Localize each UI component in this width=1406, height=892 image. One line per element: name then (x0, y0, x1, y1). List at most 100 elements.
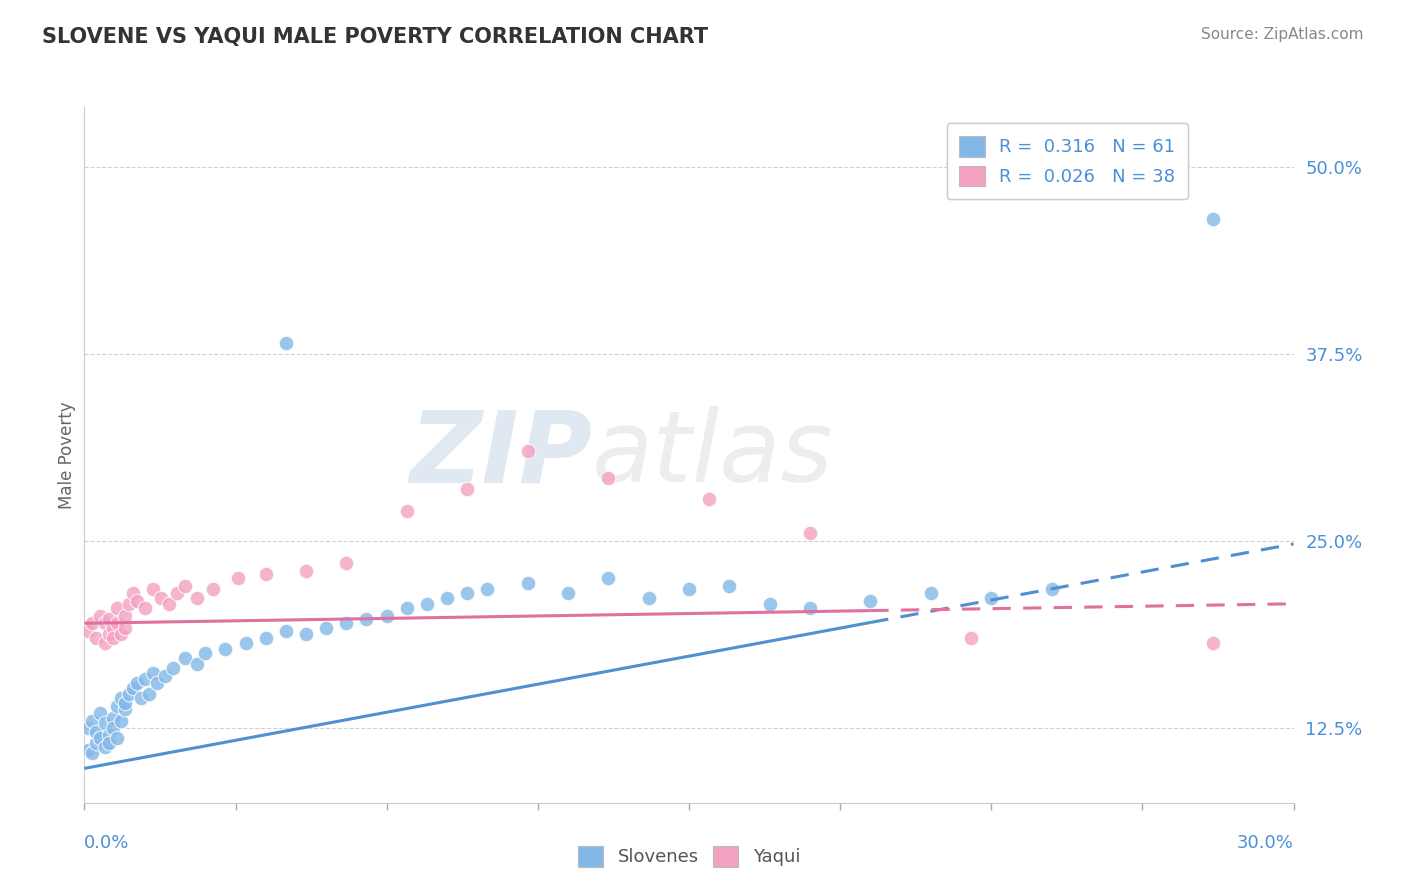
Point (114, 696, 136, 710)
Legend: R =  0.316   N = 61, R =  0.026   N = 38: R = 0.316 N = 61, R = 0.026 N = 38 (946, 123, 1188, 199)
Point (77, 624, 100, 638)
Point (110, 691, 132, 706)
Point (142, 582, 165, 596)
Point (274, 624, 297, 638)
Point (295, 564, 318, 578)
Point (456, 586, 478, 600)
Point (105, 616, 128, 631)
Point (254, 631, 277, 645)
Point (637, 591, 659, 605)
Text: 30.0%: 30.0% (1237, 834, 1294, 852)
Point (110, 714, 132, 728)
Point (375, 608, 398, 623)
Point (146, 676, 169, 690)
Point (125, 676, 148, 690)
Point (356, 612, 378, 626)
Point (125, 594, 148, 608)
Point (118, 687, 141, 701)
Point (697, 491, 720, 506)
Text: ZIP: ZIP (409, 407, 592, 503)
Point (129, 691, 152, 706)
Point (93, 616, 115, 631)
Point (105, 698, 128, 713)
Point (101, 631, 124, 645)
Point (89, 731, 111, 746)
Point (186, 591, 208, 605)
Point (134, 672, 156, 686)
Point (89, 706, 111, 720)
Point (960, 631, 983, 645)
Point (598, 471, 620, 485)
Point (456, 482, 478, 496)
Point (274, 336, 297, 351)
Point (77, 743, 100, 757)
Point (77, 721, 100, 735)
Legend: Slovenes, Yaqui: Slovenes, Yaqui (571, 838, 807, 874)
Point (162, 661, 184, 675)
Point (598, 571, 620, 585)
Point (395, 601, 418, 615)
Point (799, 601, 821, 615)
Text: Source: ZipAtlas.com: Source: ZipAtlas.com (1201, 27, 1364, 42)
Point (799, 526, 821, 541)
Point (186, 657, 208, 671)
Point (718, 579, 741, 593)
Point (82, 747, 104, 761)
Point (105, 601, 128, 615)
Point (121, 681, 143, 695)
Point (89, 608, 111, 623)
Point (93, 716, 115, 731)
Point (166, 586, 188, 600)
Point (335, 557, 357, 571)
Point (214, 641, 236, 656)
Point (477, 582, 499, 596)
Point (153, 668, 176, 682)
Point (174, 579, 197, 593)
Point (97, 612, 120, 626)
Point (118, 597, 141, 611)
Point (235, 636, 257, 650)
Point (516, 575, 538, 590)
Point (114, 621, 136, 635)
Point (859, 594, 882, 608)
Point (395, 504, 418, 518)
Point (295, 626, 318, 640)
Point (980, 591, 1002, 605)
Point (110, 626, 132, 640)
Point (226, 571, 249, 585)
Point (194, 646, 217, 660)
Point (758, 597, 780, 611)
Point (101, 621, 124, 635)
Point (82, 714, 104, 728)
Text: atlas: atlas (592, 407, 834, 503)
Point (97, 736, 120, 750)
Point (1040, 582, 1063, 596)
Point (86, 631, 108, 645)
Point (157, 597, 180, 611)
Point (678, 582, 700, 596)
Point (114, 608, 136, 623)
Point (105, 731, 128, 746)
Point (142, 665, 165, 680)
Point (97, 729, 120, 743)
Point (254, 566, 277, 581)
Point (101, 721, 124, 735)
Point (315, 621, 337, 635)
Point (93, 740, 115, 755)
Y-axis label: Male Poverty: Male Poverty (58, 401, 76, 508)
Point (174, 650, 197, 665)
Text: 0.0%: 0.0% (84, 834, 129, 852)
Point (335, 616, 357, 631)
Point (436, 591, 458, 605)
Point (516, 444, 538, 458)
Point (416, 597, 439, 611)
Point (93, 636, 115, 650)
Point (114, 701, 136, 715)
Point (1202, 636, 1225, 650)
Point (1202, 212, 1225, 227)
Point (557, 586, 579, 600)
Point (82, 616, 104, 631)
Point (920, 586, 942, 600)
Point (86, 725, 108, 739)
Point (138, 687, 160, 701)
